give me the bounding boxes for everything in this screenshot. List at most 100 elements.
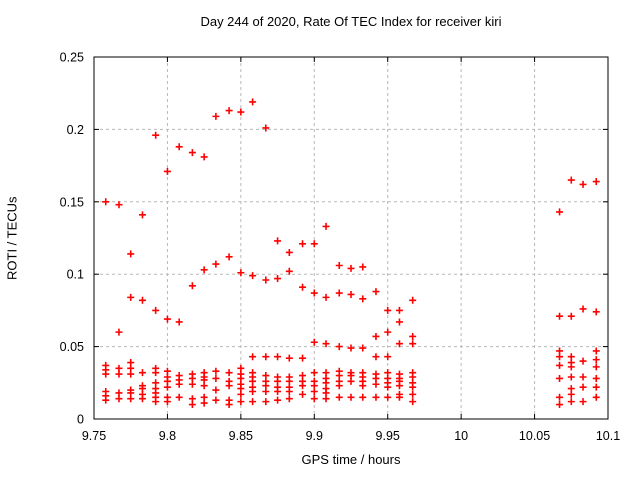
data-point-marker (274, 396, 282, 404)
data-point-marker (592, 308, 600, 316)
data-point-marker (212, 396, 220, 404)
data-point-marker (200, 153, 208, 161)
data-point-marker (299, 354, 307, 362)
y-tick-label: 0.2 (67, 123, 84, 137)
data-point-marker (567, 398, 575, 406)
data-point-marker (212, 367, 220, 375)
data-point-marker (395, 382, 403, 390)
data-point-marker (138, 296, 146, 304)
data-point-marker (175, 143, 183, 151)
data-point-marker (372, 332, 380, 340)
data-point-marker (372, 393, 380, 401)
data-point-marker (175, 318, 183, 326)
data-point-marker (579, 180, 587, 188)
data-point-marker (347, 393, 355, 401)
data-point-marker (225, 401, 233, 409)
data-point-marker (384, 393, 392, 401)
data-point-marker (347, 344, 355, 352)
data-point-marker (299, 382, 307, 390)
data-point-marker (163, 167, 171, 175)
data-point-marker (592, 363, 600, 371)
data-point-marker (567, 390, 575, 398)
data-point-marker (359, 393, 367, 401)
y-tick-label: 0.1 (67, 268, 84, 282)
data-point-marker (115, 201, 123, 209)
data-point-marker (335, 343, 343, 351)
data-point-marker (274, 353, 282, 361)
data-point-marker (335, 289, 343, 297)
data-point-marker (127, 395, 135, 403)
data-point-marker (310, 369, 318, 377)
data-point-marker (567, 176, 575, 184)
data-point-marker (175, 380, 183, 388)
data-point-marker (285, 267, 293, 275)
data-point-marker (285, 354, 293, 362)
data-point-marker (310, 240, 318, 248)
data-point-marker (163, 383, 171, 391)
x-tick-label: 9.95 (376, 429, 400, 443)
data-point-marker (102, 198, 110, 206)
data-point-marker (188, 282, 196, 290)
data-point-marker (592, 347, 600, 355)
data-point-marker (359, 263, 367, 271)
data-point-marker (175, 393, 183, 401)
data-point-marker (152, 131, 160, 139)
data-point-marker (579, 383, 587, 391)
data-point-marker (274, 237, 282, 245)
data-point-marker (556, 208, 564, 216)
data-point-marker (115, 395, 123, 403)
data-point-marker (322, 222, 330, 230)
data-point-marker (395, 318, 403, 326)
data-point-marker (347, 377, 355, 385)
data-point-marker (188, 380, 196, 388)
data-point-marker (163, 398, 171, 406)
data-point-marker (556, 312, 564, 320)
data-point-marker (579, 357, 587, 365)
data-point-marker (152, 369, 160, 377)
data-point-marker (237, 108, 245, 116)
data-point-marker (335, 262, 343, 270)
data-point-marker (409, 332, 417, 340)
data-point-marker (262, 398, 270, 406)
data-point-marker (237, 398, 245, 406)
data-point-marker (225, 107, 233, 115)
x-tick-label: 9.8 (159, 429, 176, 443)
data-point-marker (212, 386, 220, 394)
data-point-marker (592, 178, 600, 186)
data-point-marker (115, 370, 123, 378)
data-point-marker (299, 240, 307, 248)
data-point-marker (359, 295, 367, 303)
data-point-marker (163, 315, 171, 323)
x-tick-label: 9.75 (82, 429, 106, 443)
data-point-marker (262, 276, 270, 284)
y-tick-label: 0.05 (60, 340, 84, 354)
data-point-marker (310, 395, 318, 403)
data-point-marker (567, 373, 575, 381)
data-point-marker (249, 98, 257, 106)
data-point-marker (188, 149, 196, 157)
data-point-marker (138, 211, 146, 219)
data-point-marker (347, 264, 355, 272)
data-point-marker (285, 395, 293, 403)
data-point-marker (372, 288, 380, 296)
data-point-marker (322, 340, 330, 348)
data-point-marker (409, 398, 417, 406)
data-point-marker (262, 353, 270, 361)
data-point-marker (262, 387, 270, 395)
data-point-marker (285, 387, 293, 395)
data-point-marker (152, 306, 160, 314)
data-point-marker (212, 260, 220, 268)
data-point-marker (310, 338, 318, 346)
x-tick-label: 9.85 (229, 429, 253, 443)
data-point-marker (359, 382, 367, 390)
data-point-marker (579, 398, 587, 406)
data-point-marker (556, 393, 564, 401)
data-point-marker (127, 293, 135, 301)
data-point-marker (556, 374, 564, 382)
data-point-marker (310, 387, 318, 395)
x-axis-title: GPS time / hours (301, 452, 401, 467)
data-point-marker (556, 361, 564, 369)
data-point-marker (225, 369, 233, 377)
data-point-marker (335, 382, 343, 390)
